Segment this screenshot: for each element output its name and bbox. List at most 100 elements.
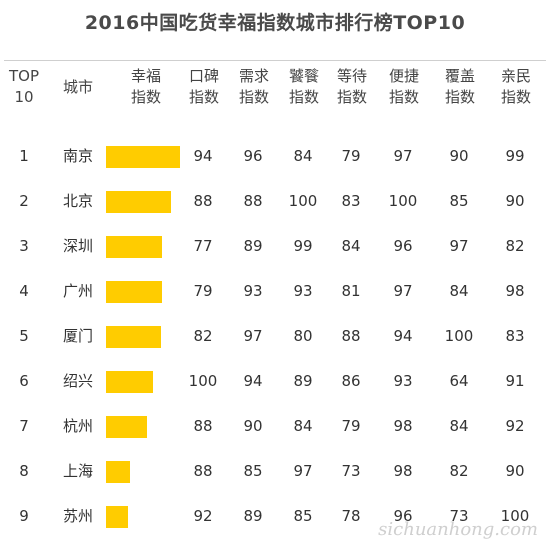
rank-cell: 3 (19, 237, 29, 255)
header-metric-line2: 指数 (444, 88, 475, 106)
city-cell: 苏州 (62, 507, 93, 525)
city-cell: 深圳 (62, 237, 93, 255)
metric-value-cell: 73 (449, 507, 469, 525)
rank-cell: 5 (19, 327, 29, 345)
header-metric-line1: 口碑 (188, 67, 219, 85)
metric-value-cell: 86 (341, 372, 361, 390)
happiness-bar (106, 236, 162, 258)
header-metric-taotie: 饕餮 指数 (276, 66, 332, 108)
metric-value-cell: 85 (293, 507, 313, 525)
happiness-bar-track (106, 326, 186, 348)
metric-value-cell: 83 (341, 192, 361, 210)
header-metric-qinmin: 亲民 指数 (488, 66, 544, 108)
header-metric-line2: 指数 (238, 88, 269, 106)
table-row: 7 杭州 88 90 84 79 98 84 92 (0, 404, 550, 449)
header-happiness-line1: 幸福 (130, 67, 161, 85)
table-row: 2 北京 88 88 100 83 100 85 90 (0, 179, 550, 224)
table-row: 3 深圳 77 89 99 84 96 97 82 (0, 224, 550, 269)
metric-value-cell: 88 (341, 327, 361, 345)
header-divider (4, 60, 546, 61)
header-metric-line2: 指数 (288, 88, 319, 106)
happiness-bar-track (106, 146, 186, 168)
happiness-bar-track (106, 506, 186, 528)
header-metric-dengdai: 等待 指数 (324, 66, 380, 108)
metric-value-cell: 83 (505, 327, 525, 345)
happiness-bar-track (106, 371, 186, 393)
table-row: 4 广州 79 93 93 81 97 84 98 (0, 269, 550, 314)
table-row: 6 绍兴 100 94 89 86 93 64 91 (0, 359, 550, 404)
metric-value-cell: 94 (393, 327, 413, 345)
metric-value-cell: 90 (505, 192, 525, 210)
metric-value-cell: 96 (393, 507, 413, 525)
rank-cell: 8 (19, 462, 29, 480)
metric-value-cell: 94 (243, 372, 263, 390)
metric-value-cell: 88 (193, 417, 213, 435)
happiness-bar (106, 371, 153, 393)
metric-value-cell: 85 (243, 462, 263, 480)
rank-cell: 2 (19, 192, 29, 210)
header-metric-fugai: 覆盖 指数 (432, 66, 488, 108)
metric-value-cell: 93 (293, 282, 313, 300)
header-metric-line2: 指数 (336, 88, 367, 106)
header-metric-line1: 覆盖 (444, 67, 475, 85)
metric-value-cell: 84 (449, 282, 469, 300)
metric-value-cell: 98 (393, 417, 413, 435)
metric-value-cell: 82 (193, 327, 213, 345)
city-cell: 北京 (62, 192, 93, 210)
metric-value-cell: 77 (193, 237, 213, 255)
metric-value-cell: 92 (193, 507, 213, 525)
metric-value-cell: 97 (293, 462, 313, 480)
metric-value-cell: 97 (393, 147, 413, 165)
metric-value-cell: 78 (341, 507, 361, 525)
header-metric-line1: 等待 (336, 67, 367, 85)
metric-value-cell: 84 (293, 417, 313, 435)
metric-value-cell: 100 (288, 192, 318, 210)
metric-value-cell: 97 (449, 237, 469, 255)
metric-value-cell: 100 (444, 327, 474, 345)
rank-cell: 1 (19, 147, 29, 165)
happiness-bar-track (106, 191, 186, 213)
happiness-bar (106, 191, 171, 213)
city-cell: 上海 (62, 462, 93, 480)
header-happiness-line2: 指数 (130, 88, 161, 106)
happiness-bar (106, 506, 128, 528)
table-row: 1 南京 94 96 84 79 97 90 99 (0, 134, 550, 179)
happiness-bar-track (106, 281, 186, 303)
metric-value-cell: 88 (193, 192, 213, 210)
happiness-bar (106, 461, 130, 483)
header-metric-line2: 指数 (388, 88, 419, 106)
header-happiness: 幸福 指数 (118, 66, 174, 108)
happiness-bar-track (106, 461, 186, 483)
metric-value-cell: 98 (505, 282, 525, 300)
metric-value-cell: 73 (341, 462, 361, 480)
metric-value-cell: 64 (449, 372, 469, 390)
metric-value-cell: 94 (193, 147, 213, 165)
metric-value-cell: 96 (393, 237, 413, 255)
metric-value-cell: 99 (293, 237, 313, 255)
header-metric-line1: 需求 (238, 67, 269, 85)
metric-value-cell: 84 (293, 147, 313, 165)
metric-value-cell: 90 (505, 462, 525, 480)
metric-value-cell: 89 (293, 372, 313, 390)
metric-value-cell: 89 (243, 237, 263, 255)
metric-value-cell: 81 (341, 282, 361, 300)
rank-cell: 4 (19, 282, 29, 300)
city-cell: 绍兴 (62, 372, 93, 390)
rank-cell: 9 (19, 507, 29, 525)
metric-value-cell: 91 (505, 372, 525, 390)
table-row: 8 上海 88 85 97 73 98 82 90 (0, 449, 550, 494)
happiness-bar (106, 281, 162, 303)
header-metric-line1: 亲民 (500, 67, 531, 85)
metric-value-cell: 82 (505, 237, 525, 255)
metric-value-cell: 90 (243, 417, 263, 435)
header-rank-line2: 10 (14, 88, 34, 106)
metric-value-cell: 97 (393, 282, 413, 300)
header-rank-line1: TOP (8, 67, 39, 85)
city-cell: 杭州 (62, 417, 93, 435)
metric-value-cell: 99 (505, 147, 525, 165)
header-metric-line2: 指数 (500, 88, 531, 106)
city-cell: 南京 (62, 147, 93, 165)
metric-value-cell: 93 (393, 372, 413, 390)
metric-value-cell: 79 (341, 147, 361, 165)
rank-cell: 7 (19, 417, 29, 435)
